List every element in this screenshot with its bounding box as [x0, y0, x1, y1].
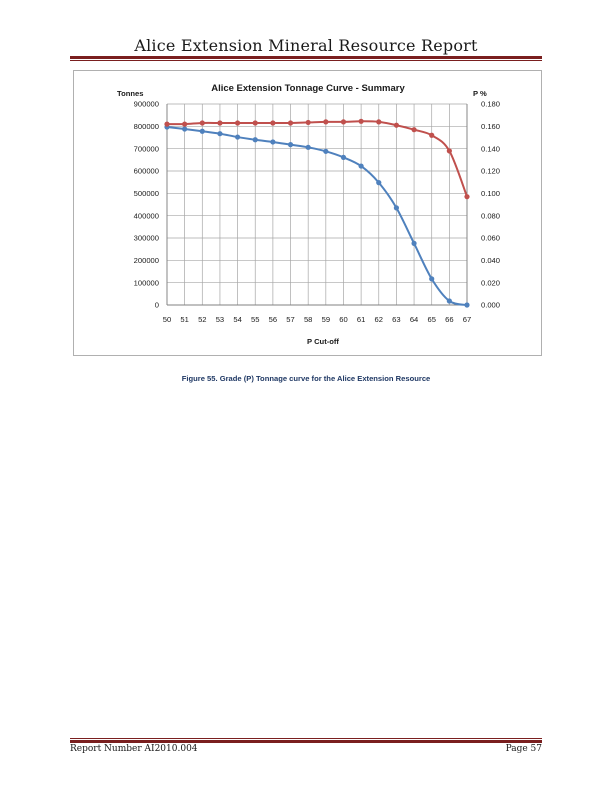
x-tick-label: 52	[198, 315, 206, 324]
tonnes-series-point	[182, 126, 188, 132]
tonnage-curve-chart: 0 100000 200000 300000 400000 500000 600000 700…	[117, 83, 500, 346]
x-tick-label: 64	[410, 315, 418, 324]
grade-series-point	[182, 121, 188, 127]
x-tick-label: 61	[357, 315, 365, 324]
grid-layer	[166, 103, 468, 306]
y-tick-label: 0	[155, 301, 159, 310]
x-tick-label: 54	[233, 315, 241, 324]
header-rule-thick	[70, 56, 542, 59]
x-tick-label: 59	[322, 315, 330, 324]
tonnes-series-point	[199, 128, 205, 134]
y-tick-label: 400000	[134, 211, 159, 220]
x-tick-label: 62	[375, 315, 383, 324]
tonnes-series-point	[217, 131, 223, 137]
grade-series-point	[411, 127, 417, 133]
grade-series-point	[252, 120, 258, 126]
x-tick-label: 50	[163, 315, 171, 324]
grade-series-point	[270, 120, 276, 126]
tonnes-series-point	[411, 240, 417, 246]
x-tick-label: 66	[445, 315, 453, 324]
y2-tick-label: 0.100	[481, 189, 500, 198]
y-tick-label: 500000	[134, 189, 159, 198]
x-tick-label: 58	[304, 315, 312, 324]
y-axis-label: Tonnes	[117, 89, 143, 98]
x-tick-label: 65	[427, 315, 435, 324]
grade-series-point	[393, 122, 400, 128]
series-layer	[164, 118, 470, 308]
y2-axis-label: P %	[473, 89, 487, 98]
tonnes-series-point	[429, 276, 435, 282]
y2-tick-label: 0.060	[481, 234, 500, 243]
tonnes-series-point	[446, 298, 452, 304]
y2-tick-label: 0.140	[481, 144, 500, 153]
x-tick-label: 56	[269, 315, 277, 324]
header-rule-thin	[70, 60, 542, 61]
y-tick-label: 700000	[134, 144, 159, 153]
y2-tick-label: 0.080	[481, 211, 500, 220]
footer-rule-thin	[70, 738, 542, 739]
x-tick-label: 57	[286, 315, 294, 324]
y-tick-label: 600000	[134, 167, 159, 176]
x-tick-label: 51	[180, 315, 188, 324]
tonnes-series-point	[305, 144, 311, 150]
grade-series-point	[323, 119, 329, 125]
tonnes-series-point	[287, 142, 294, 148]
grade-series-point	[358, 118, 364, 124]
x-tick-label: 53	[216, 315, 224, 324]
tonnes-series-point	[393, 205, 400, 211]
grade-series-point	[234, 120, 241, 126]
y2-tick-label: 0.160	[481, 122, 500, 131]
tonnes-series-point	[234, 134, 241, 140]
figure-caption: Figure 55. Grade (P) Tonnage curve for t…	[181, 374, 431, 383]
tonnes-series-point	[252, 137, 258, 143]
tonnes-series-point	[270, 139, 276, 145]
grade-series-point	[305, 119, 311, 126]
tonnes-series-point	[358, 163, 364, 169]
grade-series-point	[217, 120, 223, 126]
y2-tick-label: 0.040	[481, 256, 500, 265]
page-number: Page 57	[505, 744, 542, 754]
tonnes-series-point	[323, 148, 329, 154]
chart-frame	[73, 70, 542, 356]
x-tick-label: 63	[392, 315, 400, 324]
tonnes-series-point	[376, 180, 382, 186]
y2-tick-label: 0.000	[481, 301, 500, 310]
x-tick-label: 60	[339, 315, 347, 324]
grade-series-point	[199, 120, 205, 126]
footer-rule-thick	[70, 740, 542, 743]
grade-series-point	[446, 148, 452, 154]
y2-tick-label: 0.020	[481, 278, 500, 287]
grade-series-point	[287, 120, 294, 126]
report-header-title: Alice Extension Mineral Resource Report	[134, 36, 478, 55]
chart-title: Alice Extension Tonnage Curve - Summary	[211, 83, 405, 94]
y-tick-label: 900000	[134, 100, 159, 109]
label-layer: 0 100000 200000 300000 400000 500000 600000 700…	[134, 100, 500, 324]
x-tick-label: 67	[463, 315, 471, 324]
x-tick-label: 55	[251, 315, 259, 324]
tonnes-series-point	[340, 154, 347, 160]
y-tick-label: 800000	[134, 122, 159, 131]
grade-series-point	[429, 132, 435, 138]
grade-series-point	[340, 119, 347, 125]
y2-tick-label: 0.180	[481, 100, 500, 109]
y-tick-label: 300000	[134, 234, 159, 243]
x-axis-label: P Cut-off	[307, 337, 339, 346]
grade-series-point	[464, 194, 470, 200]
y-tick-label: 200000	[134, 256, 159, 265]
y2-tick-label: 0.120	[481, 167, 500, 176]
grade-series-point	[164, 121, 170, 127]
tonnes-series-point	[464, 302, 470, 308]
y-tick-label: 100000	[134, 278, 159, 287]
grade-series-point	[376, 119, 382, 125]
report-number: Report Number AI2010.004	[70, 744, 198, 754]
